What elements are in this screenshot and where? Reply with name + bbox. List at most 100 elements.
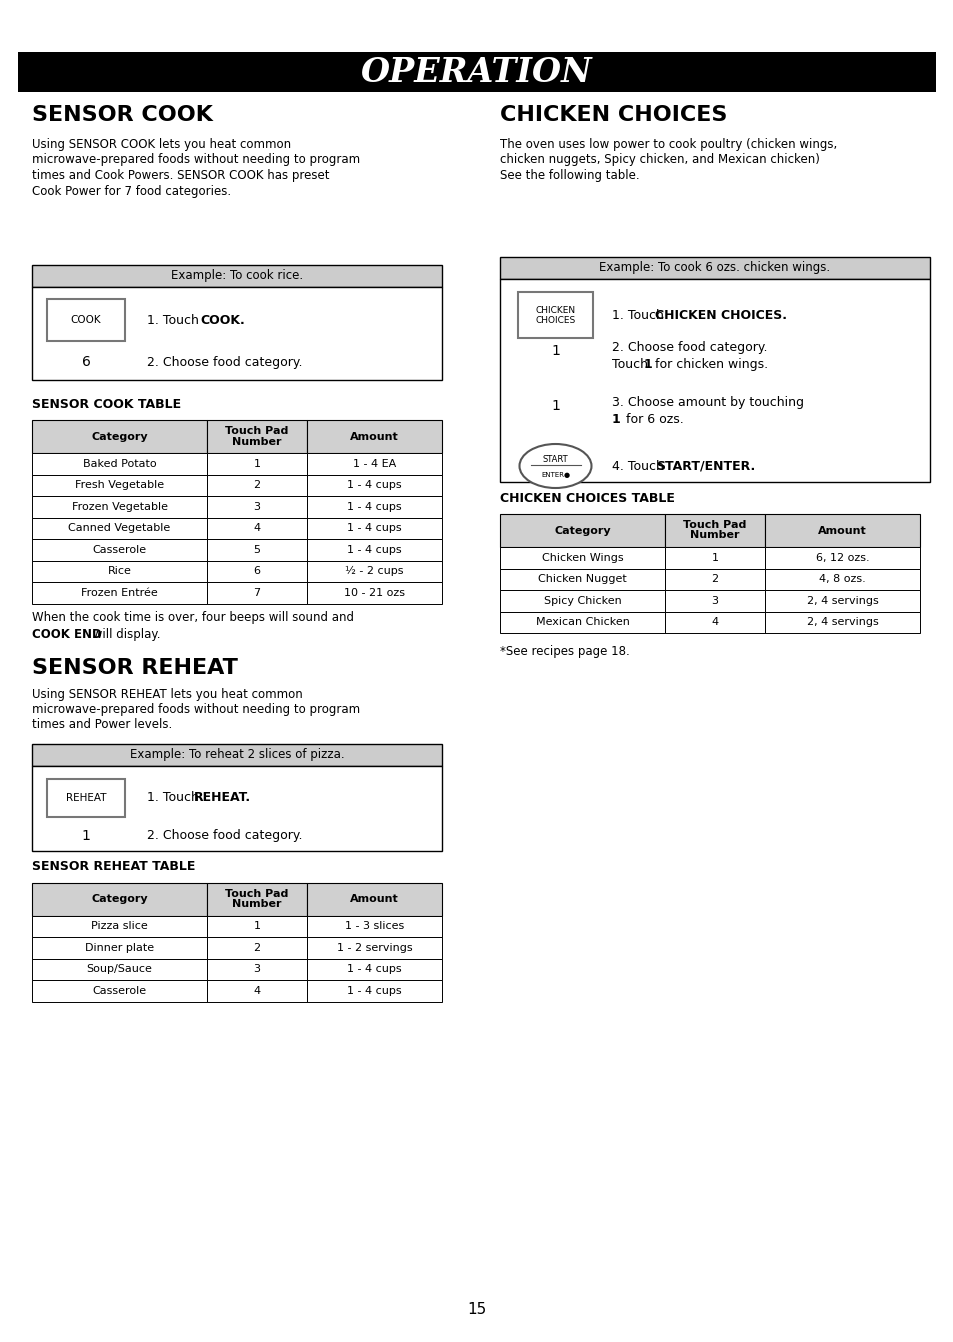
Bar xyxy=(764,590,919,612)
Bar xyxy=(207,475,307,497)
Text: COOK: COOK xyxy=(71,315,101,325)
Text: *See recipes page 18.: *See recipes page 18. xyxy=(499,646,629,658)
Bar xyxy=(32,937,207,958)
Bar xyxy=(207,937,307,958)
Text: 1 - 4 cups: 1 - 4 cups xyxy=(347,965,401,974)
Bar xyxy=(307,561,441,582)
Bar xyxy=(32,420,207,454)
Text: 2. Choose food category.: 2. Choose food category. xyxy=(147,829,302,841)
Bar xyxy=(32,765,441,851)
Text: START: START xyxy=(542,455,568,463)
Bar xyxy=(307,475,441,497)
Text: for chicken wings.: for chicken wings. xyxy=(650,357,767,370)
Bar xyxy=(307,582,441,604)
Text: Spicy Chicken: Spicy Chicken xyxy=(543,596,620,605)
Bar xyxy=(664,569,764,590)
Bar xyxy=(32,743,441,765)
Text: Touch Pad: Touch Pad xyxy=(682,521,746,530)
Bar xyxy=(32,287,441,380)
Text: Category: Category xyxy=(91,432,148,442)
Text: 1. Touch: 1. Touch xyxy=(147,314,203,326)
Bar xyxy=(307,420,441,454)
Bar xyxy=(307,518,441,539)
Text: Example: To cook 6 ozs. chicken wings.: Example: To cook 6 ozs. chicken wings. xyxy=(598,262,830,275)
Bar xyxy=(664,548,764,569)
Bar xyxy=(207,915,307,937)
Bar xyxy=(32,561,207,582)
Bar xyxy=(207,454,307,475)
Text: 1: 1 xyxy=(643,357,652,370)
Text: Rice: Rice xyxy=(108,566,132,576)
Text: 2. Choose food category.: 2. Choose food category. xyxy=(612,341,767,353)
Bar xyxy=(207,539,307,561)
Bar xyxy=(664,612,764,633)
Bar xyxy=(32,883,207,915)
Text: 2: 2 xyxy=(253,942,260,953)
Text: 2: 2 xyxy=(253,480,260,490)
Text: SENSOR REHEAT: SENSOR REHEAT xyxy=(32,658,237,678)
Text: 3. Choose amount by touching: 3. Choose amount by touching xyxy=(612,396,803,408)
Bar xyxy=(307,915,441,937)
Text: 2. Choose food category.: 2. Choose food category. xyxy=(147,356,302,369)
Text: 2: 2 xyxy=(711,574,718,584)
Bar xyxy=(32,264,441,287)
Text: Frozen Entrée: Frozen Entrée xyxy=(81,588,157,597)
Text: Chicken Nugget: Chicken Nugget xyxy=(537,574,626,584)
Text: Category: Category xyxy=(554,526,610,535)
Text: REHEAT: REHEAT xyxy=(66,793,106,803)
Text: 1: 1 xyxy=(551,399,559,413)
Text: REHEAT.: REHEAT. xyxy=(193,790,251,804)
Bar xyxy=(307,497,441,518)
Text: CHICKEN CHOICES TABLE: CHICKEN CHOICES TABLE xyxy=(499,493,674,505)
Text: Using SENSOR COOK lets you heat common: Using SENSOR COOK lets you heat common xyxy=(32,138,291,152)
Text: CHOICES: CHOICES xyxy=(535,315,575,325)
Text: Chicken Wings: Chicken Wings xyxy=(541,553,622,562)
Text: 1 - 3 slices: 1 - 3 slices xyxy=(345,921,404,931)
Text: Touch: Touch xyxy=(612,357,651,370)
Text: 4, 8 ozs.: 4, 8 ozs. xyxy=(819,574,865,584)
Text: Casserole: Casserole xyxy=(92,545,147,554)
Text: 1 - 4 cups: 1 - 4 cups xyxy=(347,523,401,533)
Text: Fresh Vegetable: Fresh Vegetable xyxy=(75,480,164,490)
Text: COOK.: COOK. xyxy=(200,314,245,326)
Bar xyxy=(499,548,664,569)
Bar xyxy=(307,539,441,561)
Text: Example: To reheat 2 slices of pizza.: Example: To reheat 2 slices of pizza. xyxy=(130,747,344,761)
Text: 1 - 4 cups: 1 - 4 cups xyxy=(347,480,401,490)
Bar xyxy=(207,980,307,1001)
Text: Canned Vegetable: Canned Vegetable xyxy=(69,523,171,533)
Text: Number: Number xyxy=(232,899,281,909)
Text: 10 - 21 ozs: 10 - 21 ozs xyxy=(344,588,405,597)
Text: 1 - 2 servings: 1 - 2 servings xyxy=(336,942,412,953)
Bar xyxy=(207,561,307,582)
Bar xyxy=(307,958,441,980)
Text: Amount: Amount xyxy=(350,432,398,442)
Bar xyxy=(307,454,441,475)
Bar xyxy=(307,980,441,1001)
Text: ½ - 2 cups: ½ - 2 cups xyxy=(345,566,403,576)
Text: 4: 4 xyxy=(711,617,718,627)
Text: 4. Touch: 4. Touch xyxy=(612,459,667,472)
Text: 6, 12 ozs.: 6, 12 ozs. xyxy=(815,553,868,562)
Text: SENSOR COOK: SENSOR COOK xyxy=(32,105,213,125)
Bar xyxy=(207,958,307,980)
Text: 1: 1 xyxy=(551,344,559,358)
Bar xyxy=(207,497,307,518)
Text: Number: Number xyxy=(690,530,739,541)
Text: Casserole: Casserole xyxy=(92,986,147,996)
Bar xyxy=(207,883,307,915)
Ellipse shape xyxy=(519,444,591,488)
Text: CHICKEN CHOICES: CHICKEN CHOICES xyxy=(499,105,726,125)
Bar xyxy=(499,569,664,590)
Text: SENSOR COOK TABLE: SENSOR COOK TABLE xyxy=(32,399,181,411)
Text: 4: 4 xyxy=(253,986,260,996)
Text: Touch Pad: Touch Pad xyxy=(225,427,289,436)
Text: 3: 3 xyxy=(253,965,260,974)
Bar xyxy=(307,937,441,958)
Bar xyxy=(32,980,207,1001)
Text: Amount: Amount xyxy=(350,894,398,905)
Text: 1 - 4 EA: 1 - 4 EA xyxy=(353,459,395,468)
Text: Touch Pad: Touch Pad xyxy=(225,888,289,899)
Text: 5: 5 xyxy=(253,545,260,554)
Text: See the following table.: See the following table. xyxy=(499,169,639,183)
